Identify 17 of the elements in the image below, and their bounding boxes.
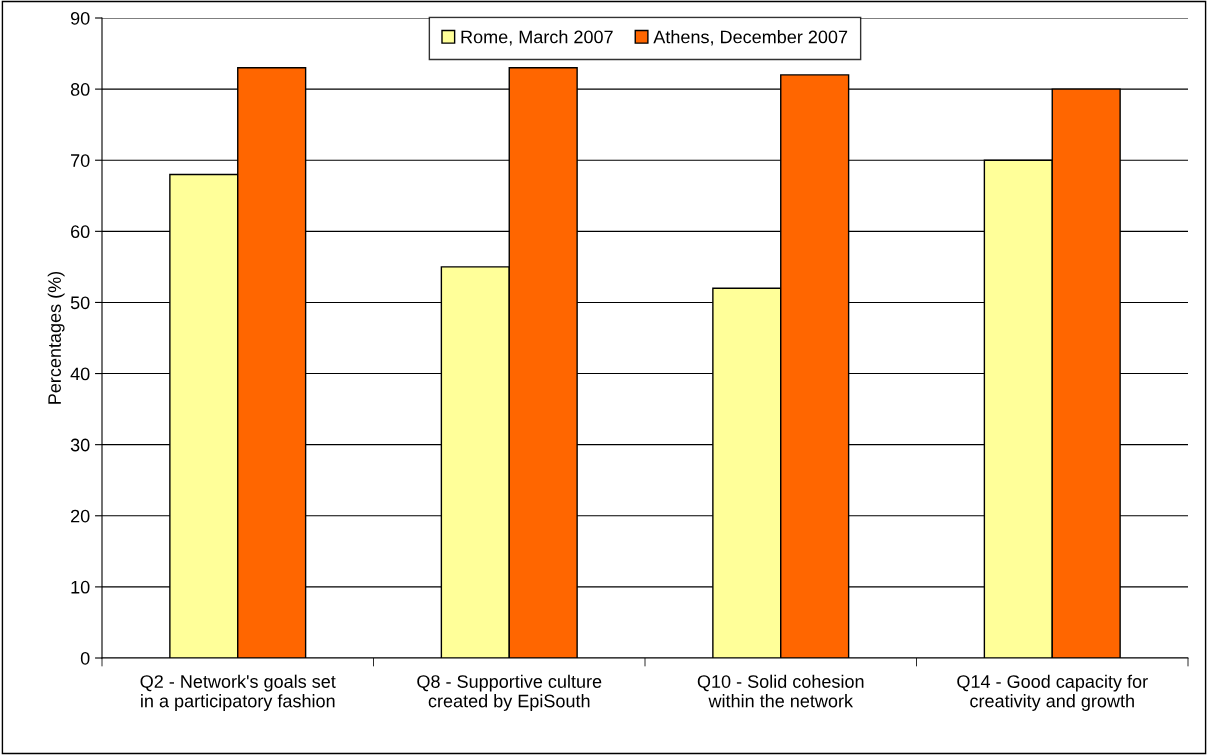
x-tick-label: Q2 - Network's goals set in a participatory fashion (140, 674, 336, 711)
y-tick-label: 70 (71, 154, 90, 167)
x-tick-label: Q8 - Supportive culture created by EpiSouth (417, 674, 602, 711)
y-tick-label: 0 (80, 651, 90, 665)
y-tick-label: 20 (71, 509, 90, 523)
y-tick-label: 90 (70, 11, 90, 25)
y-tick-label: 50 (70, 296, 90, 310)
x-tick-label: Q10 - Solid cohesion within the network (697, 674, 864, 708)
legend-label: Athens, December 2007 (653, 30, 848, 46)
y-tick-label: 10 (71, 580, 90, 594)
y-tick-label: 60 (71, 225, 90, 239)
y-tick-label: 40 (70, 367, 90, 381)
y-tick-label: 30 (70, 438, 90, 452)
y-tick-label: 80 (70, 83, 90, 96)
legend-label: Rome, March 2007 (461, 30, 613, 46)
y-axis-title: Percentages (%) (47, 271, 65, 404)
x-tick-label: Q14 - Good capacity for creativity and growth (957, 674, 1148, 711)
